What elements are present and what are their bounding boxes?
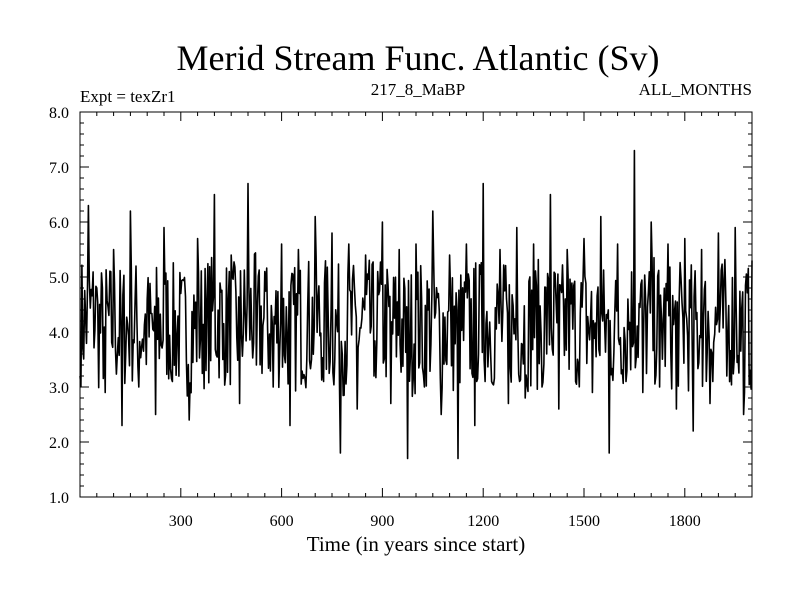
x-axis-label: Time (in years since start) — [307, 532, 526, 556]
x-tick-label: 1500 — [568, 513, 600, 530]
series-line — [79, 149, 753, 460]
months-label: ALL_MONTHS — [639, 80, 752, 99]
axis-tick-labels: 300 600 900 1200 1500 1800 1.0 2.0 3.0 4.0 5.0 6.0 7… — [49, 105, 701, 530]
y-tick-label: 7.0 — [49, 160, 69, 177]
y-tick-label: 6.0 — [49, 215, 69, 232]
y-tick-label: 2.0 — [49, 435, 69, 452]
y-tick-label: 4.0 — [49, 325, 69, 342]
x-tick-label: 600 — [270, 513, 294, 530]
period-label: 217_8_MaBP — [371, 80, 465, 99]
experiment-label: Expt = texZr1 — [80, 87, 176, 106]
x-tick-label: 300 — [169, 513, 193, 530]
x-tick-label: 1800 — [669, 513, 701, 530]
y-tick-label: 3.0 — [49, 380, 69, 397]
y-tick-label: 8.0 — [49, 105, 69, 122]
y-tick-label: 1.0 — [49, 490, 69, 507]
chart-title: Merid Stream Func. Atlantic (Sv) — [177, 38, 660, 78]
axis-ticks — [80, 112, 752, 497]
y-tick-label: 5.0 — [49, 270, 69, 287]
x-tick-label: 1200 — [467, 513, 499, 530]
x-tick-label: 900 — [370, 513, 394, 530]
